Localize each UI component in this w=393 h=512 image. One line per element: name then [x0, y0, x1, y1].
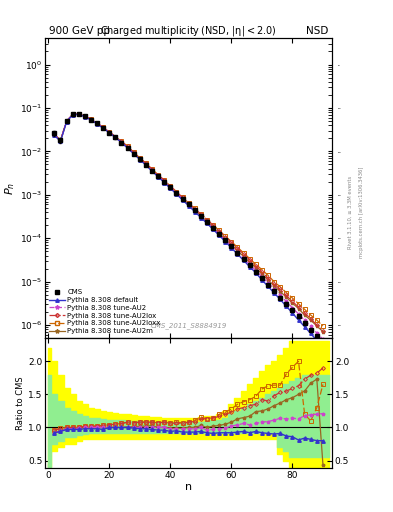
- Title: Charged multiplicity$\,$$\rm{(NSD,\,|\eta| < 2.0)}$: Charged multiplicity$\,$$\rm{(NSD,\,|\et…: [100, 25, 277, 38]
- Text: NSD: NSD: [306, 26, 328, 36]
- X-axis label: n: n: [185, 482, 192, 492]
- Legend: CMS, Pythia 8.308 default, Pythia 8.308 tune-AU2, Pythia 8.308 tune-AU2lox, Pyth: CMS, Pythia 8.308 default, Pythia 8.308 …: [48, 288, 162, 335]
- Text: 900 GeV pp: 900 GeV pp: [49, 26, 110, 36]
- Y-axis label: Ratio to CMS: Ratio to CMS: [16, 376, 25, 430]
- Text: Rivet 3.1.10, ≥ 3.3M events: Rivet 3.1.10, ≥ 3.3M events: [347, 176, 352, 249]
- Text: mcplots.cern.ch [arXiv:1306.3436]: mcplots.cern.ch [arXiv:1306.3436]: [359, 167, 364, 258]
- Y-axis label: $P_n$: $P_n$: [3, 182, 17, 195]
- Text: CMS_2011_S8884919: CMS_2011_S8884919: [151, 323, 227, 329]
